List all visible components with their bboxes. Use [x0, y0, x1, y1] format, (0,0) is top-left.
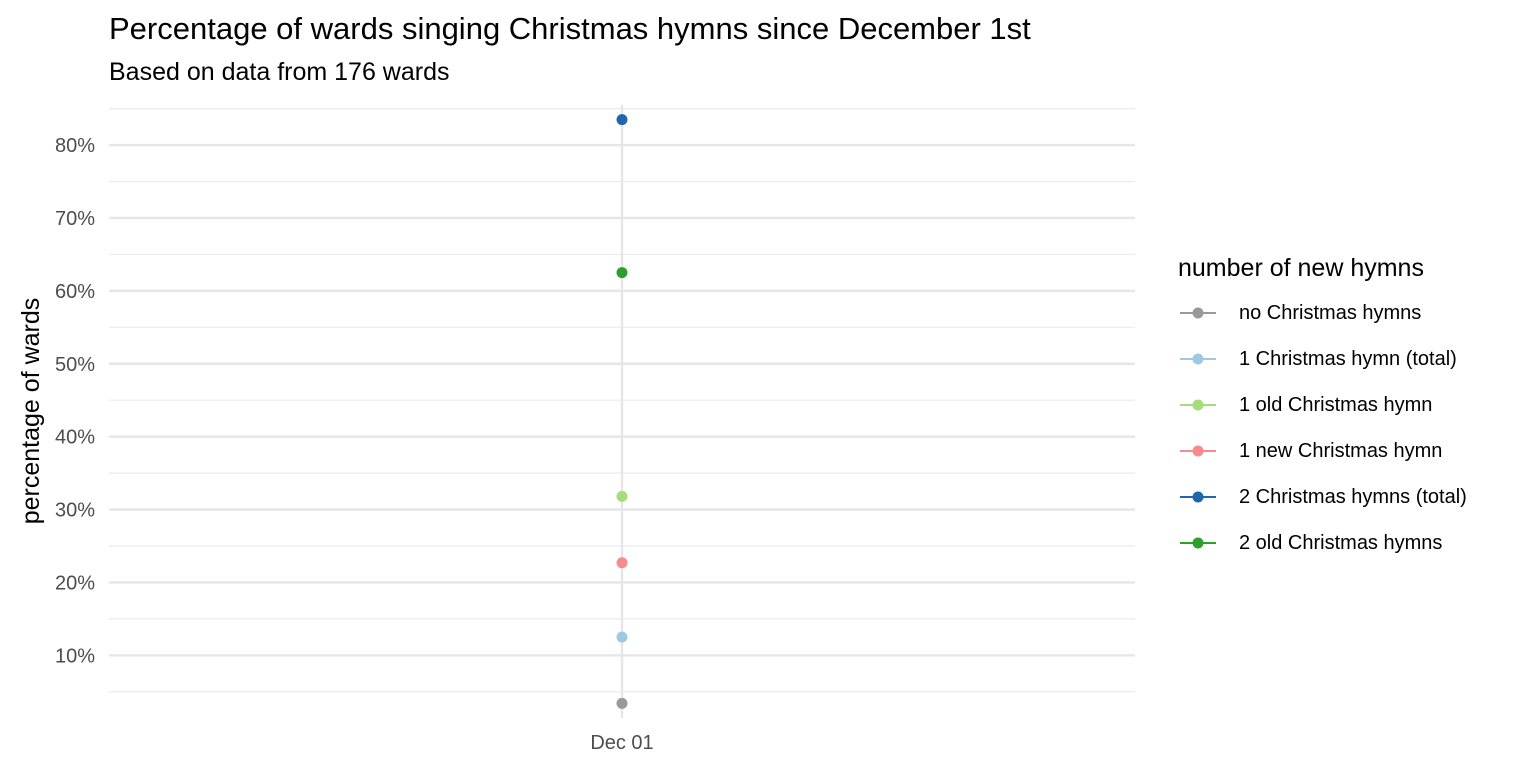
chart-subtitle: Based on data from 176 wards	[109, 58, 450, 86]
x-axis-ticks: Dec 01	[590, 732, 653, 754]
legend-label: 1 old Christmas hymn	[1239, 393, 1433, 416]
legend-key	[1180, 399, 1216, 411]
legend-item: 1 new Christmas hymn	[1178, 428, 1528, 474]
data-points	[616, 114, 628, 709]
legend-key	[1180, 537, 1216, 549]
y-tick-label: 70%	[55, 208, 95, 230]
y-tick-label: 10%	[55, 645, 95, 667]
legend-label: 1 Christmas hymn (total)	[1239, 347, 1457, 370]
data-point	[616, 114, 628, 126]
legend-item: 2 Christmas hymns (total)	[1178, 474, 1528, 520]
legend-item: 1 old Christmas hymn	[1178, 382, 1528, 428]
data-point	[616, 631, 628, 643]
legend-label: 1 new Christmas hymn	[1239, 439, 1443, 462]
legend-items: no Christmas hymns 1 Christmas hymn (tota…	[1178, 290, 1528, 566]
data-point	[616, 697, 628, 709]
legend-title: number of new hymns	[1178, 254, 1424, 282]
legend-item: no Christmas hymns	[1178, 290, 1528, 336]
legend-label: 2 old Christmas hymns	[1239, 531, 1443, 554]
y-tick-label: 80%	[55, 135, 95, 157]
data-point	[616, 267, 628, 279]
y-tick-label: 20%	[55, 572, 95, 594]
legend: number of new hymns no Christmas hymns 1 …	[1178, 248, 1528, 566]
legend-item: 1 Christmas hymn (total)	[1178, 336, 1528, 382]
legend-key	[1180, 307, 1216, 319]
y-tick-label: 60%	[55, 281, 95, 303]
legend-label: 2 Christmas hymns (total)	[1239, 485, 1467, 508]
legend-key	[1180, 445, 1216, 457]
legend-label: no Christmas hymns	[1239, 301, 1422, 324]
x-tick-label: Dec 01	[590, 732, 653, 754]
legend-key	[1180, 353, 1216, 365]
y-tick-label: 40%	[55, 427, 95, 449]
legend-item: 2 old Christmas hymns	[1178, 520, 1528, 566]
major-gridlines	[109, 105, 1135, 718]
chart-title: Percentage of wards singing Christmas hy…	[109, 11, 1031, 46]
y-tick-label: 30%	[55, 500, 95, 522]
legend-key	[1180, 491, 1216, 503]
y-axis-ticks: 10% 20% 30% 40% 50% 60% 70% 80%	[55, 135, 95, 667]
data-point	[616, 490, 628, 502]
y-tick-label: 50%	[55, 354, 95, 376]
data-point	[616, 557, 628, 569]
